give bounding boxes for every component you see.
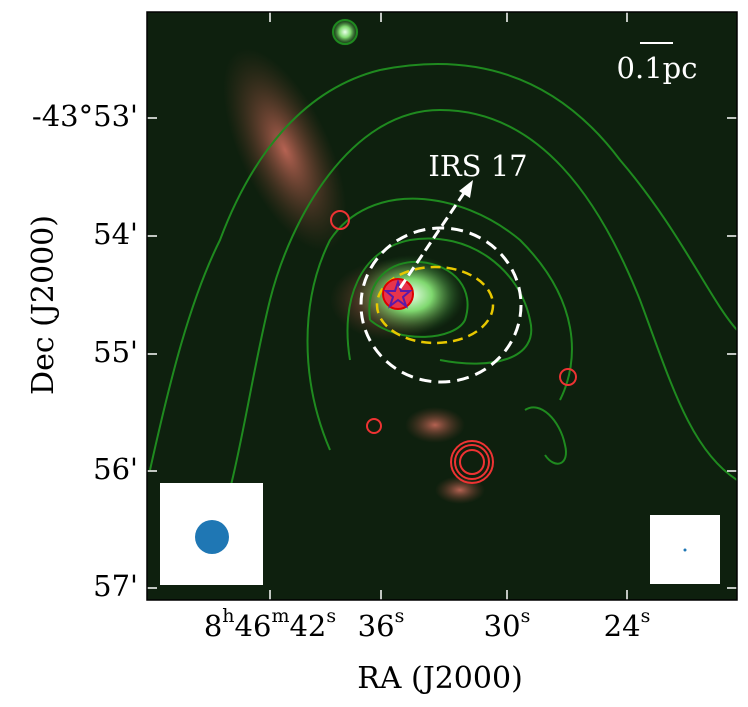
y-tick-label: 57' [93,569,138,603]
y-tick-label: -43°53' [32,99,138,133]
x-axis-label: RA (J2000) [357,661,523,696]
x-tick-label: 8h46m42s [204,605,336,643]
source-label: IRS 17 [428,149,527,183]
y-tick-label: 55' [93,335,138,369]
x-tick-label: 36s [358,605,405,643]
tick-marks [147,12,737,600]
y-tick-label: 56' [93,452,138,486]
image: 0.1pc IRS 17 [147,12,737,600]
plot-frame [146,11,738,601]
x-tick-label: 30s [484,605,531,643]
y-tick-label: 54' [93,217,138,251]
x-tick-label: 24s [604,605,651,643]
y-axis-label: Dec (J2000) [26,215,61,395]
scale-bar-label: 0.1pc [617,51,698,85]
